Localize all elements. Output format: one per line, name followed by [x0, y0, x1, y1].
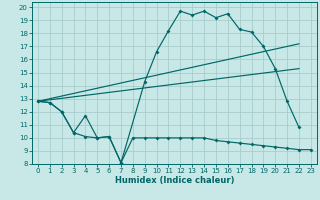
X-axis label: Humidex (Indice chaleur): Humidex (Indice chaleur) [115, 176, 234, 185]
